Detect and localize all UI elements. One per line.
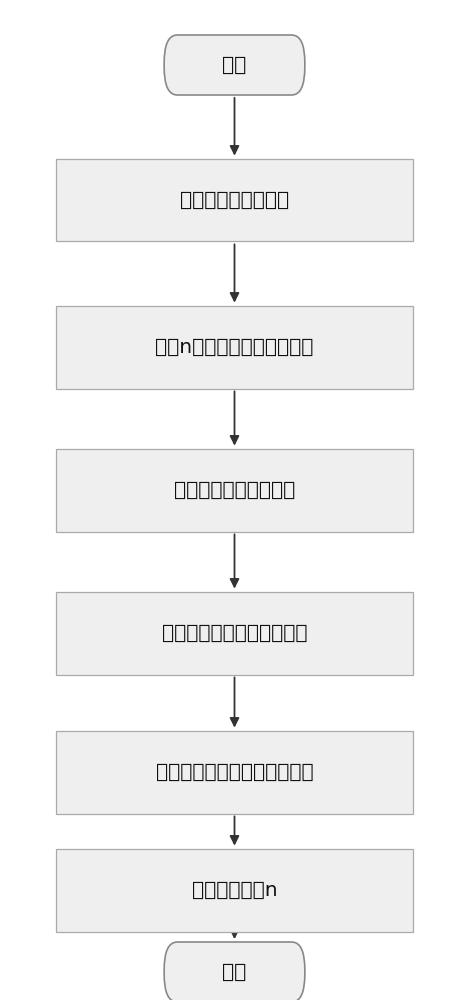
Text: 确定球形转子轨迹控制指令: 确定球形转子轨迹控制指令 xyxy=(162,624,307,643)
FancyBboxPatch shape xyxy=(56,158,413,241)
Text: 结束: 结束 xyxy=(222,962,247,982)
FancyBboxPatch shape xyxy=(56,448,413,532)
Text: 对球形转子进行轨迹跟踪控制: 对球形转子进行轨迹跟踪控制 xyxy=(156,762,313,782)
FancyBboxPatch shape xyxy=(164,35,305,95)
Text: 确定各级增量控制力矩: 确定各级增量控制力矩 xyxy=(174,481,295,499)
Text: 确定n级增量控制欧拉轴转角: 确定n级增量控制欧拉轴转角 xyxy=(155,338,314,357)
FancyBboxPatch shape xyxy=(56,591,413,674)
FancyBboxPatch shape xyxy=(56,848,413,932)
FancyBboxPatch shape xyxy=(56,306,413,388)
Text: 开始: 开始 xyxy=(222,55,247,75)
FancyBboxPatch shape xyxy=(164,942,305,1000)
FancyBboxPatch shape xyxy=(56,730,413,814)
Text: 确定控制欧拉轴转角: 确定控制欧拉轴转角 xyxy=(180,190,289,210)
Text: 调整增量分级n: 调整增量分级n xyxy=(192,880,277,900)
